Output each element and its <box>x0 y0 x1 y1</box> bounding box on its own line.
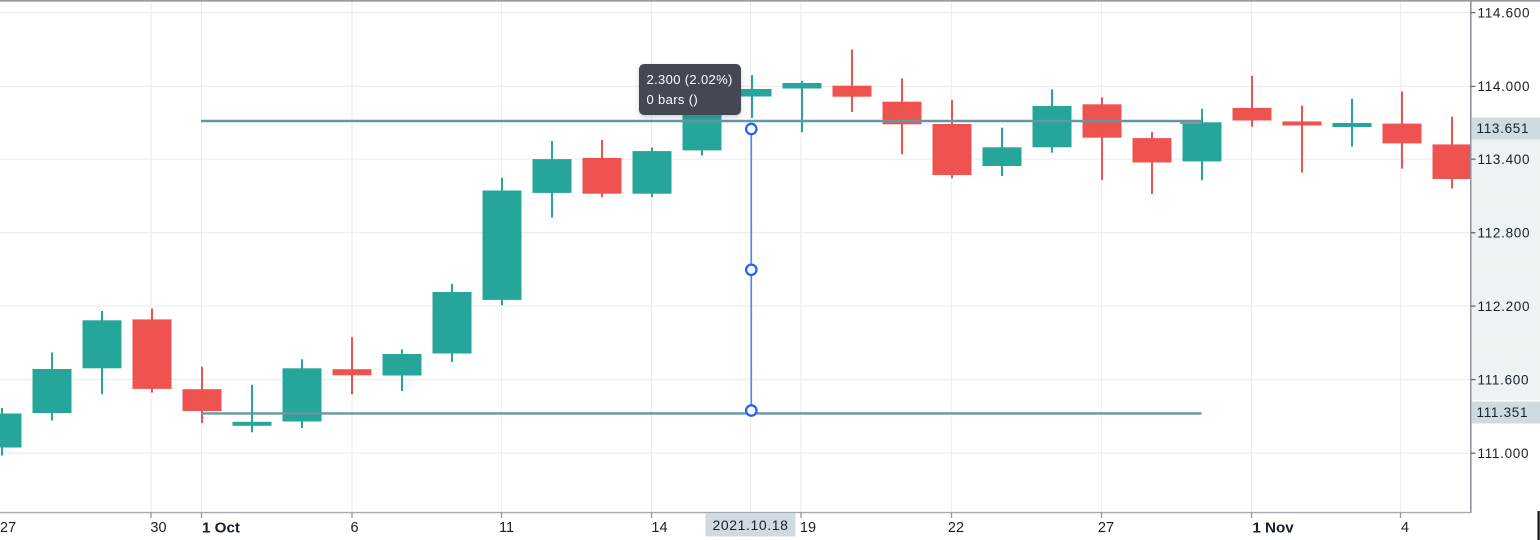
svg-text:111.351: 111.351 <box>1477 405 1529 420</box>
svg-text:4: 4 <box>1401 520 1409 536</box>
svg-text:1 Nov: 1 Nov <box>1252 520 1294 537</box>
svg-text:113.651: 113.651 <box>1477 121 1530 136</box>
svg-text:112.800: 112.800 <box>1478 225 1531 240</box>
svg-text:19: 19 <box>800 520 816 536</box>
svg-text:22: 22 <box>948 520 964 536</box>
svg-text:111.000: 111.000 <box>1478 446 1530 461</box>
svg-text:11: 11 <box>499 520 514 536</box>
svg-text:114.600: 114.600 <box>1478 5 1531 20</box>
svg-text:111.600: 111.600 <box>1478 372 1530 387</box>
svg-text:114.000: 114.000 <box>1478 79 1531 94</box>
svg-text:27: 27 <box>1098 520 1114 536</box>
svg-text:1 Oct: 1 Oct <box>202 520 240 537</box>
svg-text:30: 30 <box>150 520 166 536</box>
svg-text:6: 6 <box>350 520 358 536</box>
svg-text:14: 14 <box>651 520 667 536</box>
svg-text:27: 27 <box>0 520 16 536</box>
svg-text:112.200: 112.200 <box>1478 299 1531 314</box>
svg-text:2021.10.18: 2021.10.18 <box>712 517 788 533</box>
svg-text:113.400: 113.400 <box>1478 152 1531 167</box>
